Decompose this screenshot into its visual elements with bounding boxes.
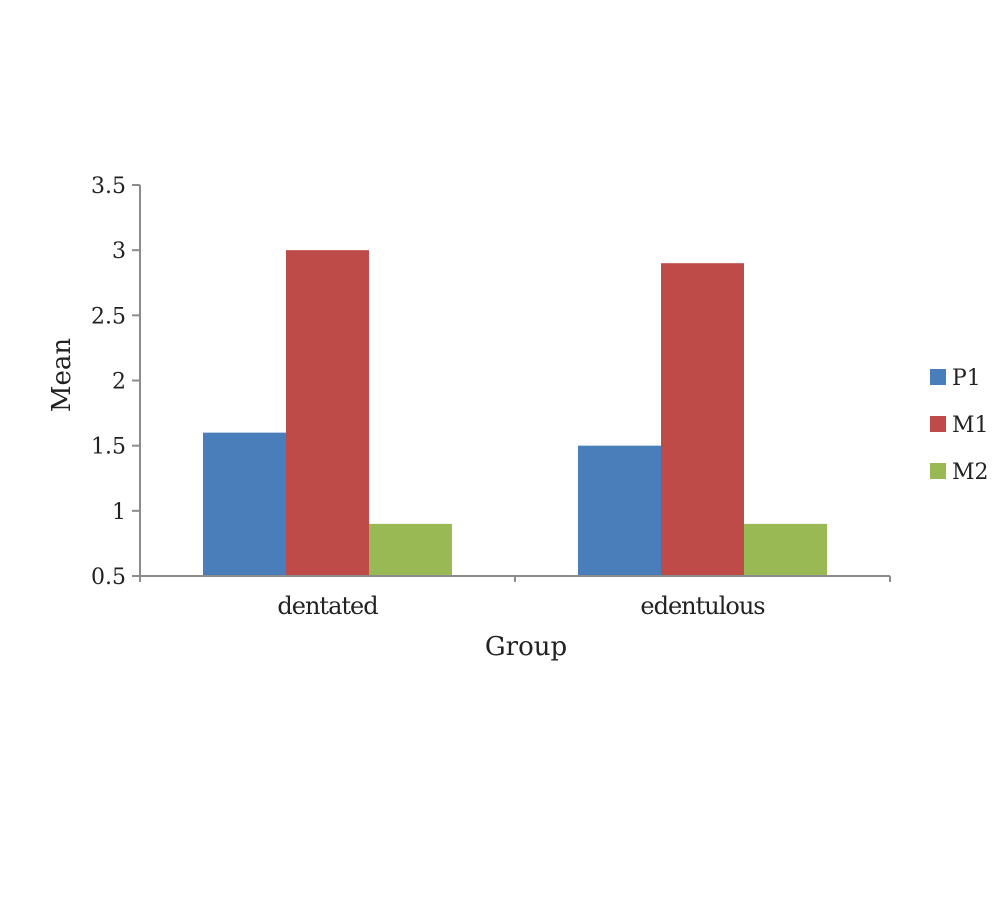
x-axis-ticks: dentated edentulous [139,576,891,620]
y-tick-label: 3.5 [91,174,126,199]
bar-p1-dentated [203,432,286,576]
bar-m2-dentated [369,523,452,576]
y-tick-label: 2 [112,370,126,395]
bars [203,250,827,576]
legend: P1 M1 M2 [930,366,989,485]
x-tick-label: dentated [277,592,378,620]
bar-m1-edentulous [661,263,744,576]
y-tick-label: 2.5 [91,304,126,329]
legend-swatch-m2 [930,463,946,479]
bar-m2-edentulous [744,523,827,576]
legend-label-p1: P1 [952,366,981,391]
bar-p1-edentulous [578,445,661,576]
legend-label-m1: M1 [952,413,989,438]
y-axis-title: Mean [47,338,77,413]
x-tick-label: edentulous [640,592,765,620]
legend-swatch-p1 [930,369,946,385]
y-tick-label: 3 [112,239,126,264]
y-tick-label: 1.5 [91,435,126,460]
legend-label-m2: M2 [952,460,989,485]
legend-swatch-m1 [930,416,946,432]
bar-m1-dentated [286,250,369,576]
y-tick-label: 0.5 [91,565,126,590]
x-axis-title: Group [485,632,567,662]
y-tick-label: 1 [112,500,126,525]
y-axis-ticks: 0.5 1 1.5 2 2.5 3 3.5 [91,174,140,590]
